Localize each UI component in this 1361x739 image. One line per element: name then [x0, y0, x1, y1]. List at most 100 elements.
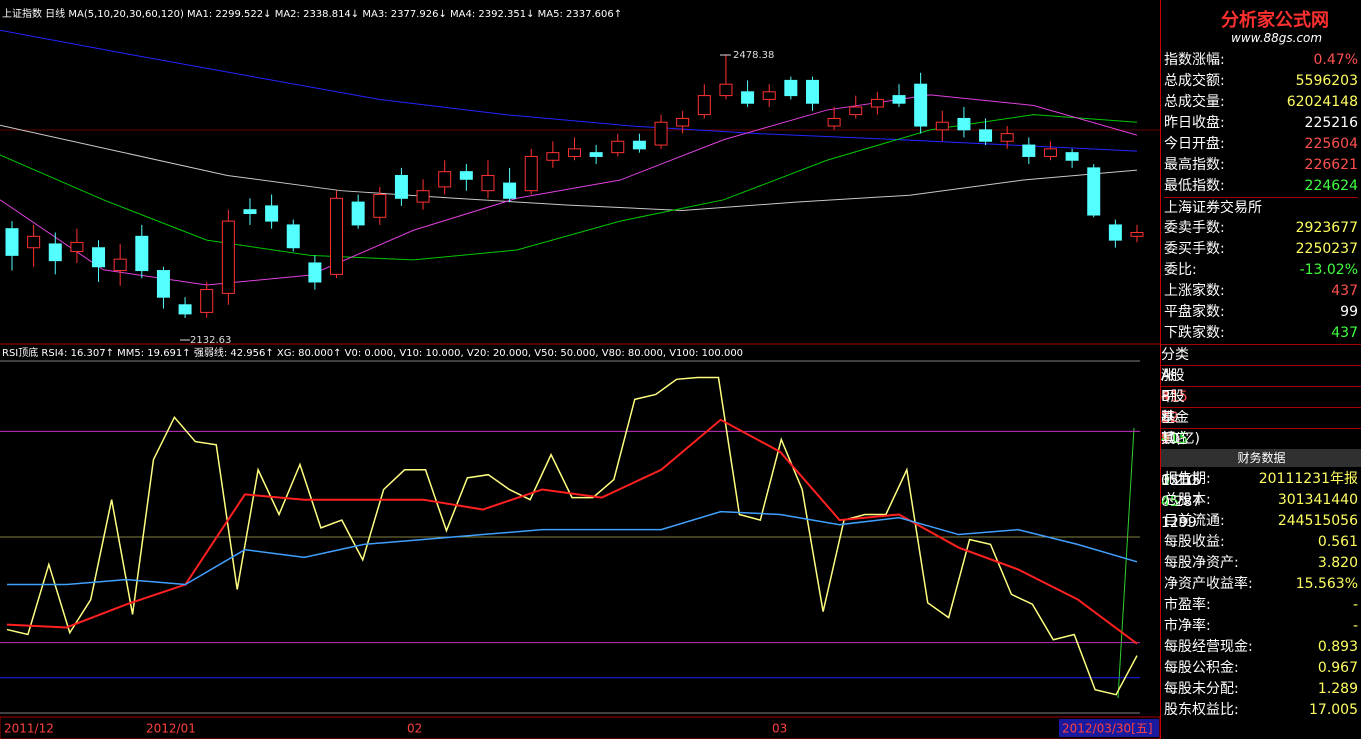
- table-cell: 10: [1161, 431, 1179, 447]
- candle-body: [308, 262, 322, 283]
- candle-body: [611, 140, 625, 154]
- candle-body: [741, 91, 755, 104]
- table-cell: 分类: [1161, 347, 1189, 363]
- info-label: 净资产收益率:: [1164, 576, 1253, 592]
- candle-body: [697, 95, 711, 116]
- table-cell: 涨: [1161, 368, 1175, 384]
- info-value: 226621: [1304, 157, 1358, 173]
- info-row: 指数涨幅: 0.47%: [1164, 50, 1358, 71]
- candle-body: [546, 152, 560, 161]
- chart-area: 上证指数 日线 MA(5,10,20,30,60,120) MA1: 2299.…: [0, 7, 1160, 739]
- candle-body: [481, 174, 495, 192]
- candle-body: [70, 241, 84, 253]
- info-value: 5596203: [1295, 73, 1358, 89]
- indicator-line: [6, 376, 1138, 696]
- table-cell: 0.287: [1161, 494, 1202, 510]
- ma-line: [0, 29, 1138, 152]
- table-cell: 45: [1161, 494, 1179, 510]
- candle-body: [762, 91, 776, 100]
- table-row: B股2210220.215: [1161, 386, 1361, 489]
- info-label: 平盘家数:: [1164, 304, 1225, 320]
- candle-body: [394, 174, 408, 199]
- table-cell: 跌: [1161, 410, 1175, 426]
- ma-line: [0, 124, 1138, 211]
- info-label: 指数涨幅:: [1164, 52, 1225, 68]
- candle-body: [870, 98, 884, 108]
- info-value: 99: [1340, 304, 1358, 320]
- info-row: 最高指数: 226621: [1164, 155, 1358, 176]
- table-cell: 9: [1161, 431, 1170, 447]
- table-cell: 22: [1161, 410, 1179, 426]
- info-row: 今日开盘: 225604: [1164, 134, 1358, 155]
- table-row: 其它1721510451299: [1161, 428, 1361, 531]
- candle-body: [286, 224, 300, 249]
- indicator-text: RSI顶底 RSI4: 16.307↑ MM5: 19.691↑ 强弱线: 42…: [2, 346, 743, 359]
- info-row: 报告期: 20111231年报: [1164, 469, 1358, 490]
- info-value: 0.561: [1317, 534, 1358, 550]
- candle-body: [957, 117, 971, 131]
- table-cell: 89: [1161, 410, 1179, 426]
- info-value: 437: [1331, 325, 1358, 341]
- candle-body: [1065, 152, 1079, 161]
- info-value: 437: [1331, 283, 1358, 299]
- candle-body: [5, 228, 19, 256]
- info-label: 总成交量:: [1164, 94, 1225, 110]
- candle-body: [892, 95, 906, 104]
- info-value: 0.893: [1317, 639, 1358, 655]
- table-cell: 1510: [1161, 473, 1197, 489]
- table-cell: 额(亿): [1161, 431, 1200, 447]
- candle-body: [719, 83, 733, 97]
- high-label: 2478.38: [733, 50, 774, 61]
- candle-body: [914, 83, 928, 127]
- date-highlight: [1059, 719, 1159, 737]
- info-row: 下跌家数: 437: [1164, 323, 1358, 344]
- candle-body: [351, 201, 365, 226]
- info-value: 62024148: [1286, 94, 1358, 110]
- date-label: 02: [407, 722, 422, 736]
- ma-line: [0, 94, 1138, 286]
- indicator-line: [7, 510, 1138, 586]
- candle-body: [1000, 133, 1014, 142]
- candle-body: [113, 258, 127, 272]
- info-value: -: [1352, 618, 1358, 634]
- date-bar: [0, 716, 1160, 739]
- info-label: 委卖手数:: [1164, 220, 1225, 236]
- candle-body: [48, 243, 62, 262]
- candle-body: [265, 205, 279, 222]
- info-label: 报告期:: [1164, 471, 1211, 487]
- info-row: 平盘家数: 99: [1164, 302, 1358, 323]
- info-value: 301341440: [1277, 492, 1358, 508]
- info-label: 股东权益比:: [1164, 702, 1239, 718]
- info-value: 225216: [1304, 115, 1358, 131]
- info-value: 224624: [1304, 178, 1358, 194]
- info-value: -13.02%: [1299, 262, 1358, 278]
- info-value: 0.967: [1317, 660, 1358, 676]
- candle-body: [632, 140, 646, 150]
- info-value: -: [1352, 597, 1358, 613]
- candle-body: [503, 182, 517, 199]
- info-row: 每股经营现金: 0.893: [1164, 637, 1358, 658]
- info-label: 每股收益:: [1164, 534, 1225, 550]
- info-value: 1.289: [1317, 681, 1358, 697]
- candle-body: [827, 117, 841, 127]
- table-cell: 1299: [1161, 515, 1197, 531]
- candle-body: [459, 171, 473, 180]
- candle-body: [373, 193, 387, 218]
- candle-body: [200, 289, 214, 313]
- table-header: 分类涨平跌额(亿): [1161, 344, 1361, 447]
- info-value: 2923677: [1295, 220, 1358, 236]
- info-row: 总股本: 301341440: [1164, 490, 1358, 511]
- candle-body: [178, 304, 192, 315]
- candle-body: [784, 79, 798, 97]
- info-row: 每股公积金: 0.967: [1164, 658, 1358, 679]
- candle-body: [849, 106, 863, 116]
- info-row: 每股净资产: 3.820: [1164, 553, 1358, 574]
- info-value: 20111231年报: [1258, 471, 1358, 487]
- logo: 分析家公式网: [1221, 10, 1329, 31]
- info-label: 今日开盘:: [1164, 136, 1225, 152]
- date-label: 2012/01: [146, 722, 196, 736]
- finance-title: 财务数据: [1161, 449, 1361, 467]
- candle-body: [156, 270, 170, 298]
- table-row: A股41589415558: [1161, 365, 1361, 468]
- info-value: 225604: [1304, 136, 1358, 152]
